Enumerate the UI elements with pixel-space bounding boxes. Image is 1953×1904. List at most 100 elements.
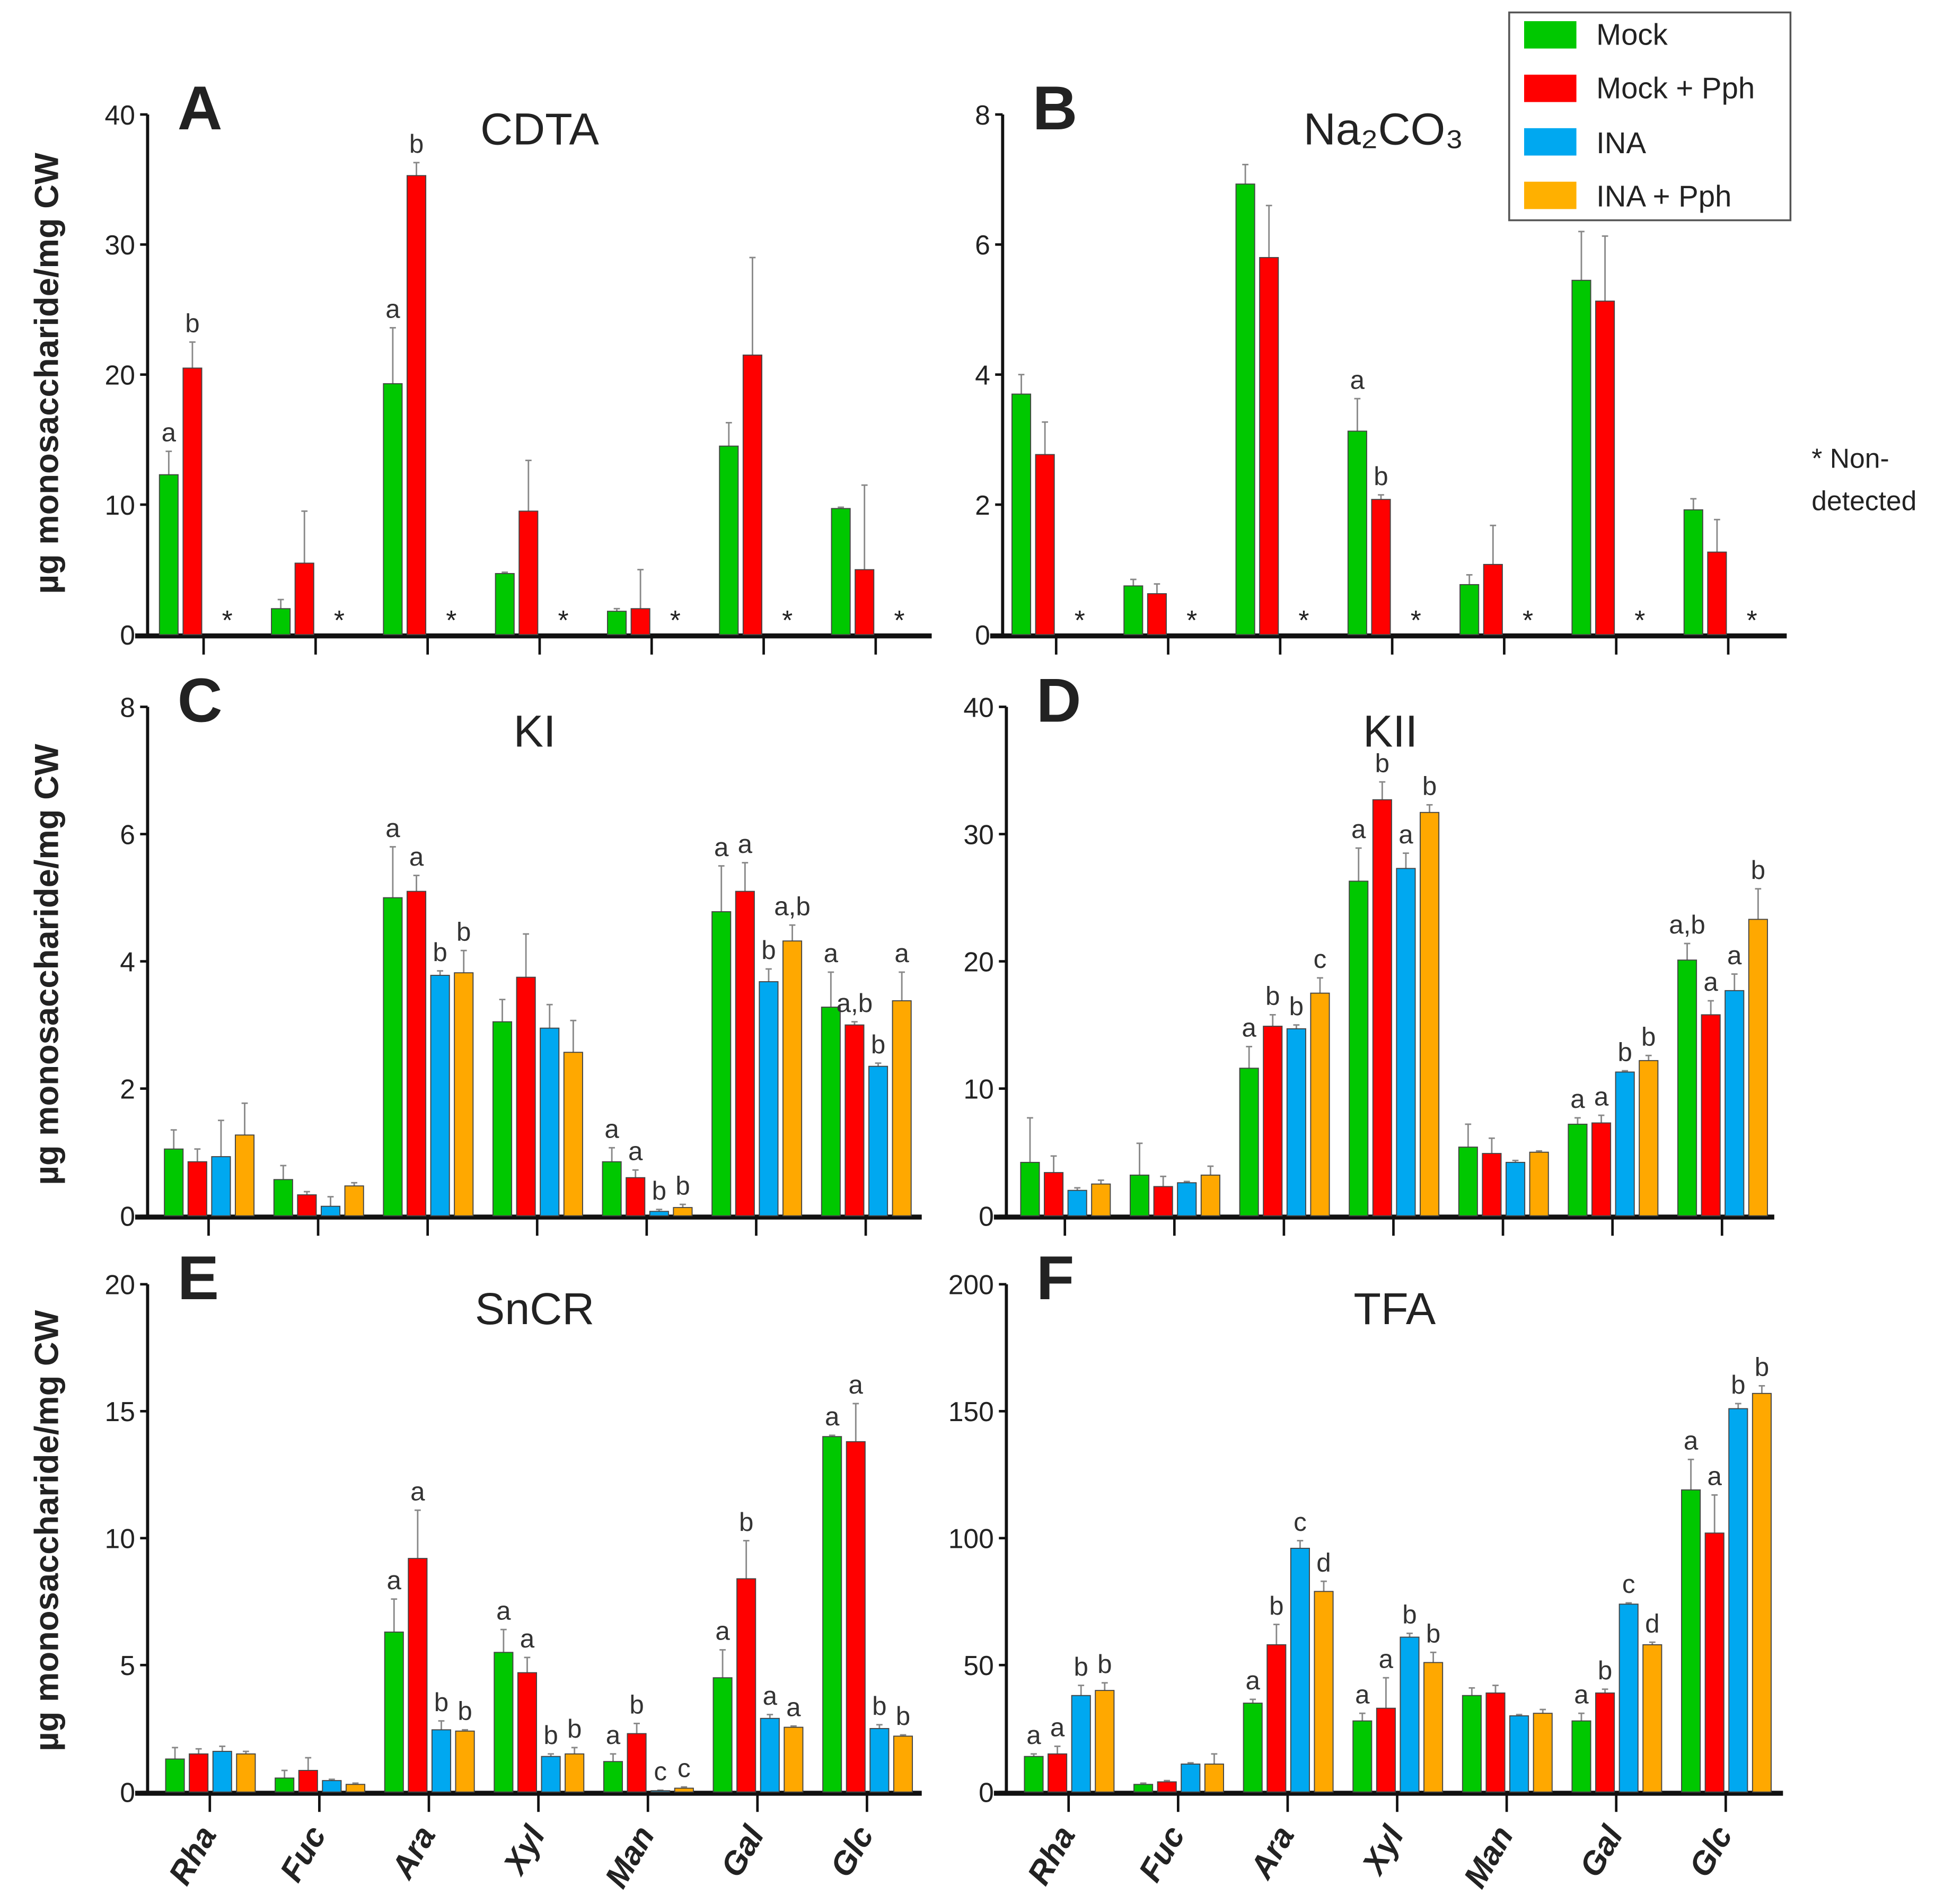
bar-ara-0 — [384, 1632, 404, 1793]
y-tick-label: 8 — [120, 692, 135, 722]
x-tick-label: Ara — [384, 1820, 443, 1885]
bar-xyl-2 — [1396, 868, 1416, 1217]
nondetected-marker: * — [782, 605, 793, 636]
panel-letter: E — [178, 1243, 219, 1312]
y-axis-label-row1: µg monosaccharide/mg CW — [28, 153, 65, 594]
bar-man-0 — [1462, 1695, 1482, 1793]
panel-letter: A — [178, 73, 223, 143]
y-tick-label: 6 — [975, 230, 990, 260]
significance-letter: a — [714, 833, 729, 862]
bar-fuc-2 — [322, 1780, 342, 1793]
significance-letter: c — [678, 1753, 691, 1783]
bar-ara-3 — [455, 1730, 475, 1793]
significance-letter: a — [1707, 1462, 1722, 1491]
bar-fuc-2 — [320, 1205, 341, 1217]
bar-fuc-0 — [1130, 1174, 1150, 1217]
significance-letter: c — [1622, 1570, 1635, 1599]
bar-gal-3 — [1639, 1060, 1659, 1217]
legend-label-mock-pph: Mock + Pph — [1596, 71, 1755, 104]
x-tick-label: Glc — [1682, 1820, 1739, 1883]
significance-letter: a — [385, 295, 400, 324]
significance-letter: b — [1641, 1022, 1656, 1051]
significance-letter: b — [1617, 1037, 1632, 1066]
bar-glc-3 — [892, 1000, 912, 1217]
bar-fuc-1 — [1147, 593, 1167, 636]
bar-rha-3 — [234, 1134, 255, 1217]
bar-fuc-3 — [1204, 1764, 1224, 1793]
significance-letter: a — [1351, 815, 1366, 844]
bar-rha-0 — [1011, 393, 1032, 636]
significance-letter: a — [1684, 1426, 1699, 1456]
legend-label-mock: Mock — [1596, 18, 1668, 51]
bar-man-1 — [626, 1177, 646, 1217]
bar-fuc-1 — [298, 1770, 318, 1793]
significance-letter: a — [1242, 1013, 1256, 1043]
x-tick-label: Glc — [823, 1820, 881, 1883]
y-tick-label: 2 — [975, 490, 990, 521]
significance-letter: a — [628, 1137, 643, 1166]
significance-letter: a — [1727, 941, 1742, 970]
bar-man-2 — [650, 1790, 671, 1793]
bar-gal-0 — [1568, 1123, 1588, 1217]
bar-gal-3 — [784, 1726, 804, 1793]
bar-rha-0 — [165, 1758, 185, 1793]
bar-man-3 — [1529, 1151, 1549, 1217]
bar-glc-2 — [1725, 990, 1745, 1217]
y-tick-label: 0 — [979, 1201, 994, 1231]
significance-letter: b — [1097, 1650, 1112, 1679]
bar-man-0 — [602, 1161, 622, 1217]
bar-fuc-0 — [1123, 585, 1143, 636]
bar-fuc-3 — [344, 1185, 364, 1217]
significance-letter: a,b — [837, 989, 873, 1018]
y-tick-label: 40 — [963, 692, 993, 722]
y-tick-label: 0 — [120, 1201, 135, 1231]
bar-man-0 — [1458, 1147, 1478, 1217]
x-tick-label: Xyl — [1354, 1819, 1411, 1881]
panel-letter: D — [1036, 666, 1081, 735]
bar-rha-0 — [159, 474, 179, 636]
bar-man-2 — [1509, 1715, 1529, 1793]
bar-ara-2 — [430, 975, 450, 1217]
significance-letter: b — [1374, 462, 1388, 491]
bar-rha-0 — [1020, 1161, 1040, 1217]
nondetected-marker: * — [670, 605, 681, 636]
significance-letter: b — [185, 309, 199, 338]
bar-xyl-1 — [1372, 799, 1392, 1217]
bar-glc-1 — [1707, 551, 1727, 636]
x-tick-label: Xyl — [496, 1819, 552, 1881]
significance-letter: b — [458, 1697, 472, 1726]
significance-letter: b — [543, 1721, 558, 1750]
significance-letter: b — [1426, 1619, 1440, 1649]
y-tick-label: 6 — [120, 819, 135, 850]
bar-ara-0 — [1235, 183, 1255, 636]
significance-letter: a — [825, 1402, 840, 1431]
significance-letter: a — [1350, 365, 1365, 394]
nondetected-marker: * — [1298, 605, 1309, 636]
bar-xyl-1 — [1376, 1707, 1396, 1793]
significance-letter: a — [409, 842, 424, 871]
significance-letter: a — [849, 1370, 864, 1399]
nondetected-marker: * — [334, 605, 345, 636]
bar-man-1 — [630, 608, 650, 636]
nondetected-marker: * — [558, 605, 569, 636]
bar-ara-0 — [1239, 1068, 1259, 1217]
bar-glc-1 — [855, 569, 875, 636]
bar-fuc-0 — [1133, 1784, 1154, 1793]
bar-gal-1 — [1591, 1122, 1612, 1217]
y-tick-label: 10 — [963, 1073, 993, 1104]
bar-glc-2 — [868, 1065, 888, 1217]
bar-ara-1 — [1266, 1644, 1287, 1793]
legend-label-ina: INA — [1596, 126, 1646, 160]
bar-xyl-0 — [1347, 430, 1367, 636]
y-tick-label: 30 — [963, 819, 993, 850]
significance-letter: a — [824, 939, 839, 968]
bar-man-3 — [673, 1207, 693, 1217]
bar-rha-1 — [189, 1753, 209, 1793]
x-tick-label: Rha — [162, 1820, 224, 1891]
x-tick-label: Rha — [1021, 1820, 1083, 1891]
bar-fuc-1 — [1153, 1186, 1173, 1217]
y-tick-label: 20 — [105, 1270, 135, 1300]
significance-letter: a — [1570, 1085, 1585, 1114]
bar-xyl-2 — [540, 1027, 560, 1217]
bar-glc-0 — [821, 1007, 841, 1217]
